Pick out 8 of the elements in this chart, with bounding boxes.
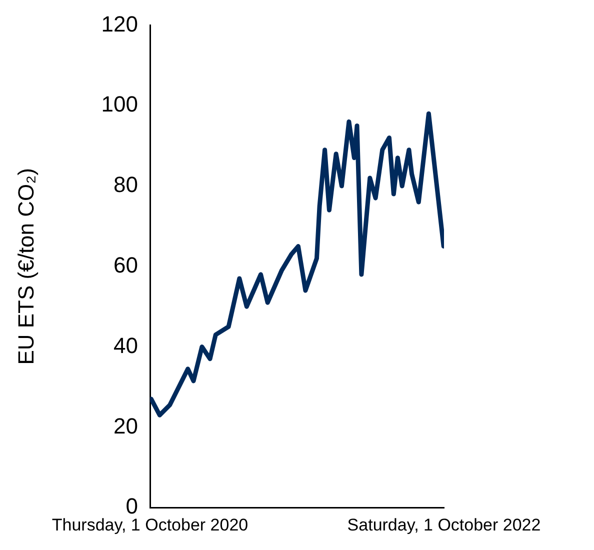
y-tick-label: 60	[114, 252, 138, 278]
y-axis-title: EU ETS (€/ton CO₂)	[13, 168, 38, 365]
y-tick-label: 20	[114, 413, 138, 438]
y-tick-label: 40	[114, 332, 138, 358]
y-tick-label: 80	[114, 172, 138, 198]
x-tick-label: Saturday, 1 October 2022	[347, 515, 541, 534]
y-tick-label: 100	[101, 92, 138, 117]
y-tick-label: 120	[101, 11, 138, 36]
